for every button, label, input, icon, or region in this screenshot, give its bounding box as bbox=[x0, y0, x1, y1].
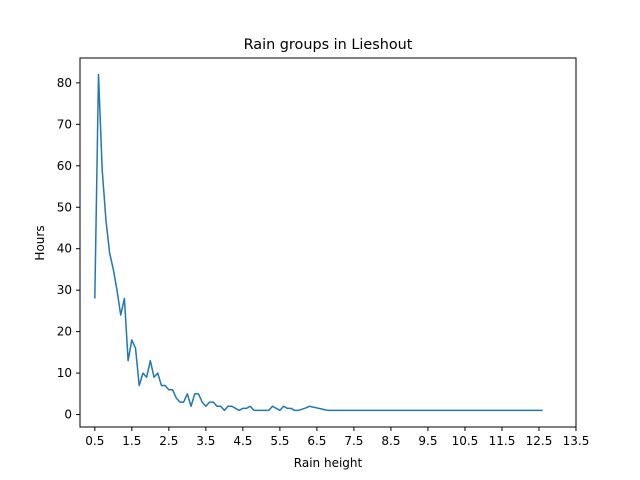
y-axis-ticks: 0 10 20 30 40 50 60 70 80 bbox=[57, 76, 80, 422]
x-axis-label: Rain height bbox=[294, 456, 363, 470]
series-line-0 bbox=[94, 73, 543, 412]
y-tick-label: 60 bbox=[57, 159, 72, 173]
x-tick-label: 5.5 bbox=[270, 434, 289, 448]
x-axis-ticks: 0.5 1.5 2.5 3.5 4.5 5.5 6.5 7.5 8.5 9.5 10.5 11.5 12… bbox=[85, 427, 589, 448]
x-tick-label: 1.5 bbox=[122, 434, 141, 448]
x-tick-label: 9.5 bbox=[418, 434, 437, 448]
x-tick-label: 2.5 bbox=[159, 434, 178, 448]
x-tick-label: 11.5 bbox=[489, 434, 516, 448]
y-tick-label: 20 bbox=[57, 325, 72, 339]
chart-title: Rain groups in Lieshout bbox=[244, 37, 413, 53]
x-tick-label: 12.5 bbox=[526, 434, 553, 448]
y-tick-label: 0 bbox=[64, 408, 72, 422]
x-tick-label: 6.5 bbox=[307, 434, 326, 448]
x-tick-label: 7.5 bbox=[344, 434, 363, 448]
plot-frame bbox=[79, 57, 577, 428]
plot-area bbox=[94, 73, 543, 412]
y-tick-label: 10 bbox=[57, 366, 72, 380]
y-tick-label: 30 bbox=[57, 283, 72, 297]
y-tick-label: 70 bbox=[57, 117, 72, 131]
x-tick-label: 10.5 bbox=[452, 434, 479, 448]
x-tick-label: 4.5 bbox=[233, 434, 252, 448]
x-tick-label: 3.5 bbox=[196, 434, 215, 448]
y-tick-label: 40 bbox=[57, 242, 72, 256]
y-tick-label: 80 bbox=[57, 76, 72, 90]
x-tick-label: 0.5 bbox=[85, 434, 104, 448]
x-tick-label: 13.5 bbox=[563, 434, 590, 448]
y-axis-label: Hours bbox=[33, 225, 47, 260]
x-tick-label: 8.5 bbox=[381, 434, 400, 448]
y-tick-label: 50 bbox=[57, 200, 72, 214]
